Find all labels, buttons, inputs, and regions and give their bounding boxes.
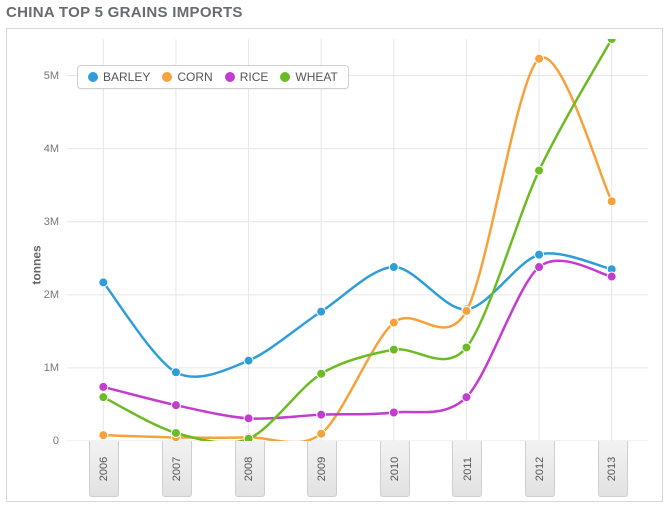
y-tick-label: 0	[53, 435, 59, 447]
data-point[interactable]	[607, 272, 616, 281]
data-point[interactable]	[462, 306, 471, 315]
data-point[interactable]	[535, 250, 544, 259]
data-point[interactable]	[99, 278, 108, 287]
data-point[interactable]	[317, 429, 326, 438]
legend-dot-icon	[280, 72, 290, 82]
data-point[interactable]	[607, 197, 616, 206]
data-point[interactable]	[244, 414, 253, 423]
x-tick-label: 2010	[380, 441, 410, 497]
legend-dot-icon	[162, 72, 172, 82]
legend-label: BARLEY	[103, 70, 150, 84]
data-point[interactable]	[317, 410, 326, 419]
legend-dot-icon	[225, 72, 235, 82]
data-point[interactable]	[462, 343, 471, 352]
data-point[interactable]	[535, 263, 544, 272]
data-point[interactable]	[171, 368, 180, 377]
data-point[interactable]	[535, 54, 544, 63]
y-tick-label: 2M	[44, 289, 59, 301]
legend-item-barley[interactable]: BARLEY	[88, 70, 150, 84]
data-point[interactable]	[389, 408, 398, 417]
data-point[interactable]	[462, 393, 471, 402]
data-point[interactable]	[99, 393, 108, 402]
plot-area: 20062007200820092010201120122013 01M2M3M…	[67, 39, 648, 441]
chart-title: CHINA TOP 5 GRAINS IMPORTS	[0, 0, 669, 25]
data-point[interactable]	[317, 369, 326, 378]
x-tick-label: 2009	[307, 441, 337, 497]
data-point[interactable]	[171, 401, 180, 410]
data-point[interactable]	[99, 382, 108, 391]
x-tick-label: 2011	[452, 441, 482, 497]
chart-frame: BARLEYCORNRICEWHEAT tonnes 2006200720082…	[6, 28, 663, 502]
chart-container: CHINA TOP 5 GRAINS IMPORTS BARLEY CORN RIC…	[0, 0, 669, 508]
legend-item-rice[interactable]: RICE	[225, 70, 269, 84]
legend-item-wheat[interactable]: WHEAT	[280, 70, 337, 84]
data-point[interactable]	[389, 318, 398, 327]
data-point[interactable]	[317, 307, 326, 316]
legend-label: CORN	[177, 70, 212, 84]
data-point[interactable]	[244, 356, 253, 365]
y-tick-label: 4M	[44, 143, 59, 155]
data-point[interactable]	[389, 263, 398, 272]
legend-label: WHEAT	[295, 70, 337, 84]
legend: BARLEY CORN RICE WHEAT	[77, 65, 349, 89]
data-point[interactable]	[389, 345, 398, 354]
y-tick-label: 1M	[44, 362, 59, 374]
legend-item-corn[interactable]: CORN	[162, 70, 212, 84]
data-point[interactable]	[171, 428, 180, 437]
data-point[interactable]	[244, 434, 253, 441]
y-tick-label: 3M	[44, 216, 59, 228]
x-tick-label: 2008	[235, 441, 265, 497]
x-tick-label: 2013	[598, 441, 628, 497]
legend-label: RICE	[240, 70, 269, 84]
y-tick-label: 5M	[44, 70, 59, 82]
data-point[interactable]	[535, 166, 544, 175]
x-tick-label: 2006	[89, 441, 119, 497]
legend-dot-icon	[88, 72, 98, 82]
x-tick-label: 2012	[525, 441, 555, 497]
data-point[interactable]	[607, 39, 616, 44]
x-tick-label: 2007	[162, 441, 192, 497]
y-axis-label: tonnes	[30, 245, 44, 284]
data-point[interactable]	[99, 431, 108, 440]
